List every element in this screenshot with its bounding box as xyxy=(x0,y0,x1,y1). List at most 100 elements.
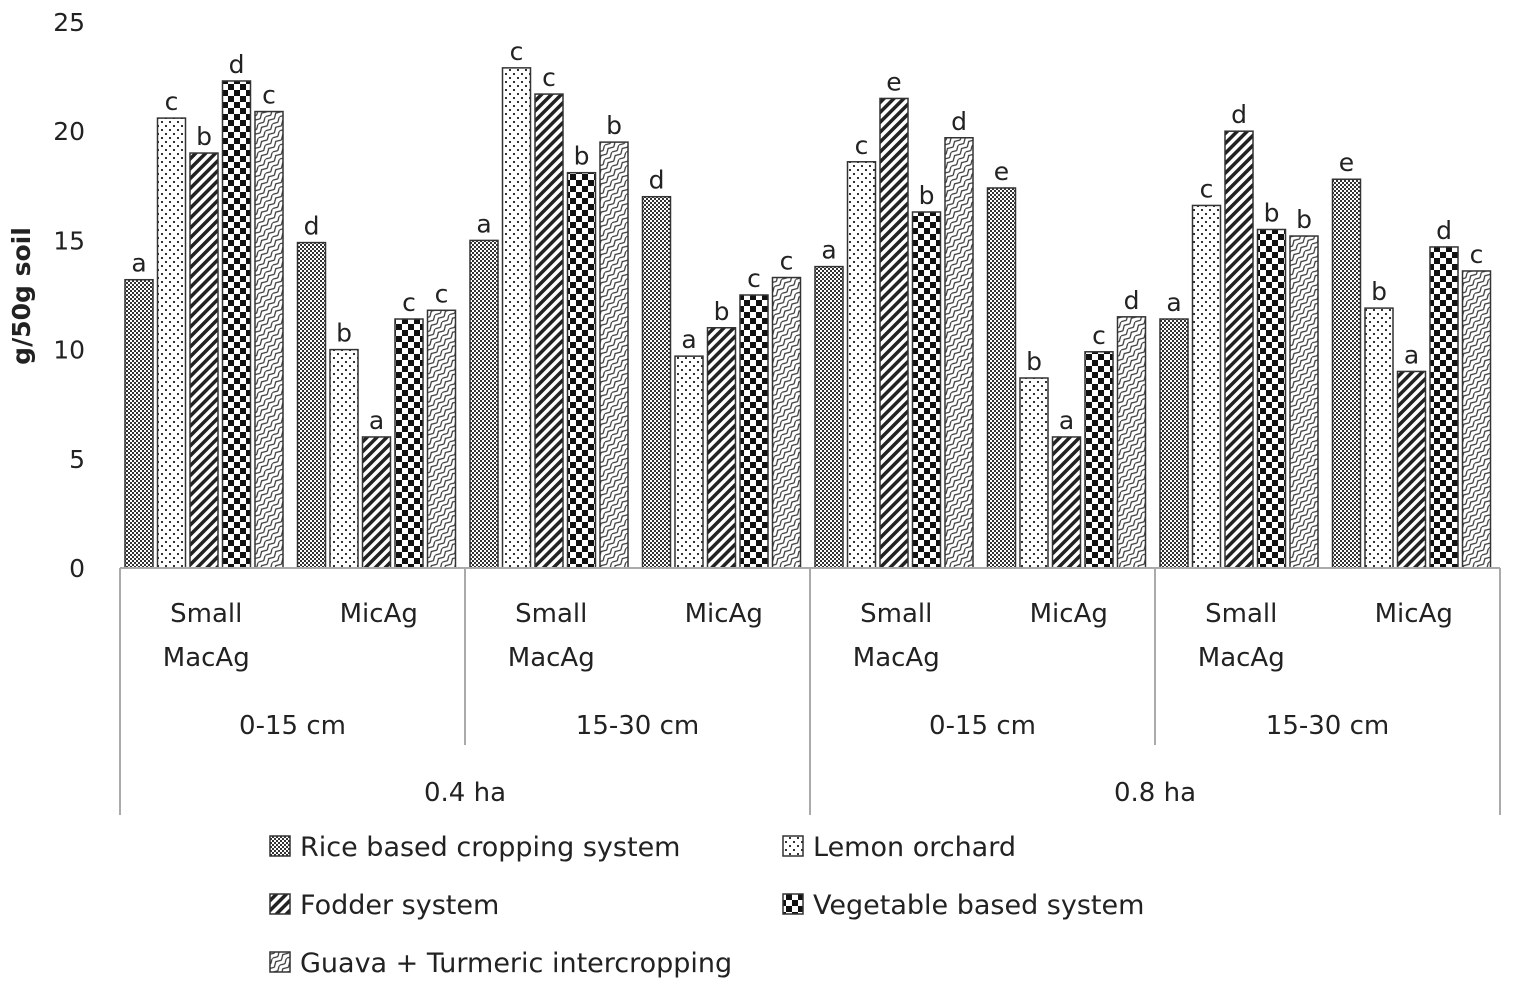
legend-label: Guava + Turmeric intercropping xyxy=(300,948,732,979)
bar xyxy=(501,67,532,569)
significance-letter: c xyxy=(262,81,276,110)
significance-letter: d xyxy=(649,166,665,195)
bar xyxy=(1331,178,1362,569)
significance-letter: c xyxy=(165,87,179,116)
significance-letter: d xyxy=(229,50,245,79)
group-label: MacAg xyxy=(508,643,595,673)
group-label: MacAg xyxy=(853,643,940,673)
legend-swatch xyxy=(269,835,291,857)
bar xyxy=(124,278,154,569)
legend-item: Vegetable based system xyxy=(782,890,1144,921)
y-tick-label: 0 xyxy=(69,554,85,583)
y-tick-label: 20 xyxy=(53,117,85,146)
significance-letter: c xyxy=(435,279,449,308)
bar xyxy=(189,152,219,569)
bar xyxy=(771,276,802,569)
y-tick-label: 15 xyxy=(53,226,85,255)
significance-letter: c xyxy=(510,37,524,66)
significance-letter: c xyxy=(855,131,869,160)
legend-item: Fodder system xyxy=(269,890,499,921)
legend-item: Rice based cropping system xyxy=(269,832,680,863)
bar xyxy=(156,117,187,569)
group-label: Small xyxy=(860,599,932,629)
bar xyxy=(986,187,1017,569)
bar xyxy=(1019,377,1049,569)
significance-letter: b xyxy=(1296,205,1312,234)
group-label: Small xyxy=(1205,599,1277,629)
legend-swatch xyxy=(782,893,804,915)
depth-label: 15-30 cm xyxy=(1266,711,1389,741)
significance-letter: c xyxy=(1092,321,1106,350)
significance-letter: c xyxy=(747,264,761,293)
bar xyxy=(534,93,564,569)
bar xyxy=(1256,228,1287,569)
significance-letter: a xyxy=(821,236,836,265)
significance-letter: b xyxy=(714,297,730,326)
bar xyxy=(1116,316,1147,569)
significance-letter: b xyxy=(574,142,590,171)
bar xyxy=(814,265,844,569)
bar xyxy=(911,211,942,569)
significance-letter: d xyxy=(1124,286,1140,315)
significance-letter: d xyxy=(1231,100,1247,129)
group-label: MicAg xyxy=(1375,599,1453,629)
significance-letter: d xyxy=(1436,216,1452,245)
significance-letter: c xyxy=(780,247,794,276)
significance-letter: b xyxy=(1026,347,1042,376)
group-label: MicAg xyxy=(340,599,418,629)
significance-letter: b xyxy=(336,319,352,348)
legend-item: Lemon orchard xyxy=(782,832,1016,863)
bar xyxy=(739,294,769,569)
bar xyxy=(1364,307,1394,569)
group-label: Small xyxy=(515,599,587,629)
bar xyxy=(221,80,252,569)
bar xyxy=(1429,246,1459,569)
bar xyxy=(944,137,974,569)
significance-letter: a xyxy=(369,406,384,435)
y-tick-label: 10 xyxy=(53,336,85,365)
group-label: MacAg xyxy=(1198,643,1285,673)
group-label: MacAg xyxy=(163,643,250,673)
significance-letter: b xyxy=(606,111,622,140)
bar xyxy=(329,348,359,569)
significance-letter: c xyxy=(1200,174,1214,203)
bar xyxy=(566,171,597,569)
bar xyxy=(361,436,392,569)
y-axis-label: g/50g soil xyxy=(7,227,36,365)
significance-letter: a xyxy=(476,209,491,238)
significance-letter: a xyxy=(1166,288,1181,317)
significance-letter: a xyxy=(681,325,696,354)
significance-letter: c xyxy=(402,288,416,317)
depth-label: 15-30 cm xyxy=(576,711,699,741)
significance-letter: a xyxy=(1059,406,1074,435)
bar xyxy=(846,161,877,569)
significance-letter: d xyxy=(304,212,320,241)
bar xyxy=(879,97,909,569)
bar xyxy=(1396,370,1427,569)
significance-letter: c xyxy=(542,63,556,92)
bar xyxy=(674,355,704,569)
legend-item: Guava + Turmeric intercropping xyxy=(269,948,732,979)
legend-swatch xyxy=(269,951,291,973)
bar xyxy=(1289,235,1319,569)
bar xyxy=(1084,351,1114,569)
group-label: Small xyxy=(170,599,242,629)
legend-swatch xyxy=(782,835,804,857)
y-tick-label: 5 xyxy=(69,445,85,474)
significance-letter: c xyxy=(1470,240,1484,269)
bar xyxy=(706,327,737,569)
significance-letter: b xyxy=(919,181,935,210)
legend-swatch xyxy=(269,893,291,915)
bar xyxy=(1191,204,1222,569)
bar xyxy=(254,110,284,569)
area-label: 0.4 ha xyxy=(424,778,506,808)
significance-letter: e xyxy=(994,157,1009,186)
bar xyxy=(1224,130,1254,569)
bar xyxy=(469,239,499,569)
area-label: 0.8 ha xyxy=(1114,778,1196,808)
legend-label: Fodder system xyxy=(300,890,499,921)
significance-letter: a xyxy=(1404,340,1419,369)
bar xyxy=(1461,270,1492,569)
bar xyxy=(426,309,457,569)
